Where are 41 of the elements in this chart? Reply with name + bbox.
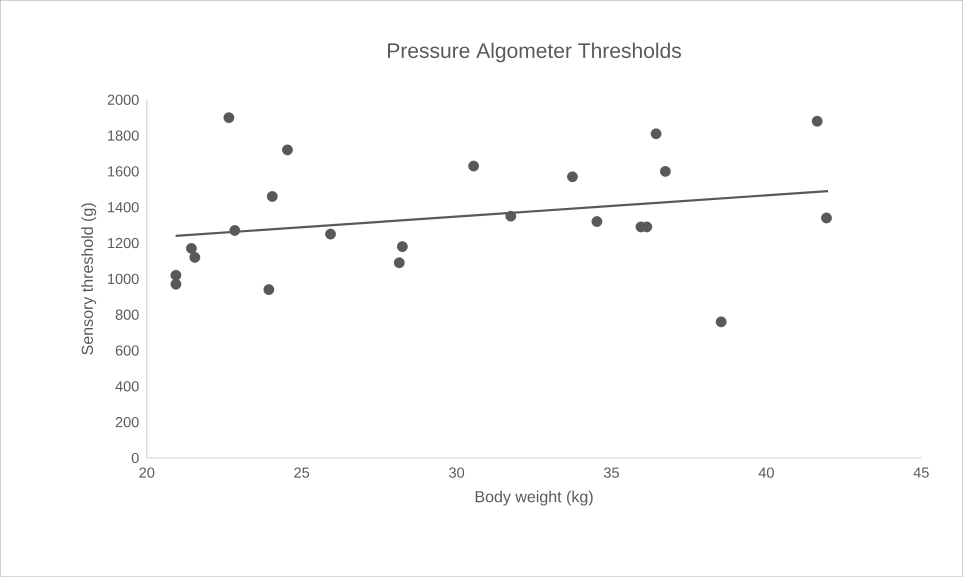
y-tick-label: 1000 (108, 274, 139, 284)
point (325, 228, 336, 240)
y-tick-label: 1800 (108, 130, 139, 141)
point (468, 160, 480, 172)
x-tick-label: 40 (758, 468, 774, 478)
y-tick-label: 1200 (108, 238, 139, 248)
y-tick-label: 600 (116, 346, 139, 356)
point (716, 316, 727, 328)
point (170, 278, 182, 290)
x-tick-label: 20 (139, 468, 154, 478)
y-tick-label: 2000 (108, 94, 139, 106)
point (821, 212, 832, 224)
point (396, 241, 408, 252)
point (812, 116, 823, 127)
x-tick-label: 35 (604, 468, 619, 478)
x-tick-label: 30 (449, 468, 464, 478)
x-axis-title: Body weight (kg) (476, 490, 593, 506)
point (505, 210, 516, 222)
y-tick-label: 1600 (108, 166, 139, 177)
point (223, 112, 234, 124)
y-tick-label: 1400 (108, 202, 139, 212)
point (394, 257, 405, 268)
point (263, 284, 274, 296)
point (567, 172, 578, 182)
y-axis-title: Sensory threshold (g) (81, 203, 96, 355)
point (592, 216, 602, 228)
point (186, 243, 197, 254)
point (229, 225, 240, 236)
x-tick-label: 45 (914, 468, 929, 478)
point (650, 128, 662, 140)
y-tick-label: 400 (115, 381, 139, 392)
y-tick-label: 800 (116, 310, 139, 320)
point (660, 166, 671, 177)
x-tick-label: 25 (294, 468, 310, 478)
point (170, 270, 182, 281)
chart-title: Pressure Algometer Thresholds (388, 42, 681, 62)
point (282, 144, 293, 156)
y-tick-label: 0 (132, 452, 139, 464)
point (189, 252, 200, 263)
y-tick-label: 200 (116, 417, 139, 428)
point (266, 191, 278, 202)
